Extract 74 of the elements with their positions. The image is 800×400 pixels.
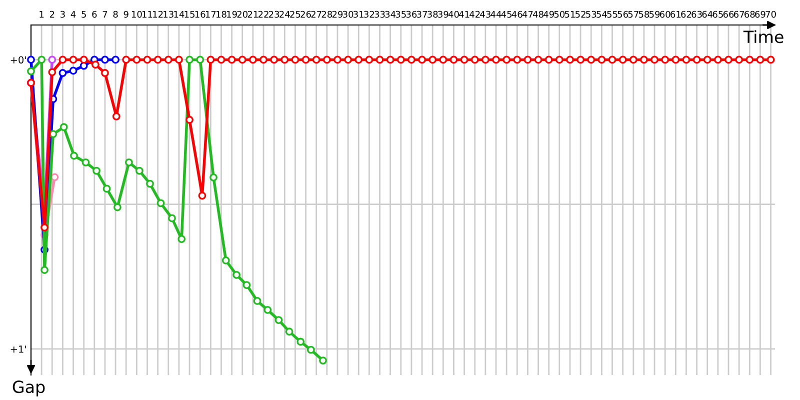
x-tick-label: 62 [681, 10, 692, 18]
x-tick-label: 39 [438, 10, 448, 18]
x-tick-label: 11 [142, 10, 152, 18]
x-tick-label: 37 [416, 10, 427, 18]
x-tick-label: 8 [113, 10, 118, 18]
x-tick-label: 13 [164, 10, 174, 18]
x-tick-label: 22 [258, 10, 268, 18]
x-axis-title: Time [743, 30, 784, 44]
x-tick-label: 65 [712, 10, 723, 18]
x-tick-label: 59 [649, 10, 660, 18]
x-tick-label: 50 [554, 10, 565, 18]
x-tick-label: 56 [618, 10, 628, 18]
x-tick-label: 63 [692, 10, 702, 18]
x-tick-label: 35 [396, 10, 406, 18]
x-tick-label: 66 [723, 10, 734, 18]
x-tick-label: 32 [364, 10, 374, 18]
x-tick-label: 24 [280, 10, 290, 18]
x-tick-label: 6 [92, 10, 97, 18]
x-tick-label: 26 [300, 10, 311, 18]
x-tick-label: 9 [124, 10, 128, 18]
x-tick-label: 42 [470, 10, 480, 18]
x-tick-label: 4 [70, 10, 76, 18]
x-tick-label: 64 [702, 10, 713, 18]
x-tick-label: 15 [184, 10, 194, 18]
x-tick-label: 2 [50, 10, 54, 18]
x-tick-label: 20 [237, 10, 248, 18]
x-tick-label: 34 [385, 10, 396, 18]
x-tick-label: 23 [268, 10, 280, 18]
x-tick-label: 53 [586, 10, 596, 18]
x-tick-label: 21 [248, 10, 258, 18]
x-tick-label: 57 [628, 10, 638, 18]
x-tick-label: 67 [734, 10, 744, 18]
x-tick-label: 43 [480, 10, 490, 18]
x-tick-label: 10 [132, 10, 142, 18]
x-tick-label: 30 [342, 10, 354, 18]
x-tick-label: 46 [512, 10, 522, 18]
x-tick-label: 52 [576, 10, 586, 18]
x-tick-label: 16 [195, 10, 206, 18]
x-tick-label: 3 [60, 10, 65, 18]
x-tick-label: 19 [227, 10, 237, 18]
x-tick-label: 60 [660, 10, 670, 18]
x-tick-label: 36 [406, 10, 417, 18]
x-tick-label: 69 [755, 10, 766, 18]
y-axis-title: Gap [12, 380, 45, 396]
x-tick-label: 27 [311, 10, 322, 18]
x-tick-label: 68 [744, 10, 755, 18]
x-tick-label: 70 [766, 10, 776, 18]
x-tick-label: 55 [607, 10, 618, 18]
x-tick-label: 12 [153, 10, 163, 18]
x-tick-label: 38 [428, 10, 438, 18]
x-tick-label: 5 [82, 10, 86, 18]
y-tick-label: +0' [10, 56, 26, 64]
x-tick-label: 40 [448, 10, 459, 18]
y-tick-label: +1' [10, 346, 26, 353]
x-tick-label: 54 [596, 10, 607, 18]
x-tick-label: 29 [332, 10, 343, 18]
x-tick-label: 44 [490, 10, 502, 18]
x-tick-label: 14 [174, 10, 184, 18]
x-tick-label: 31 [354, 10, 364, 18]
x-tick-label: 45 [501, 10, 512, 18]
x-tick-label: 1 [40, 10, 44, 18]
x-tick-label: 41 [458, 10, 470, 18]
x-tick-label: 58 [638, 10, 650, 18]
x-tick-label: 7 [102, 10, 108, 18]
x-tick-label: 25 [290, 10, 300, 18]
x-tick-label: 33 [374, 10, 385, 18]
x-tick-label: 17 [206, 10, 216, 18]
x-tick-label: 47 [522, 10, 533, 18]
x-tick-label: 49 [544, 10, 554, 18]
x-tick-label: 61 [670, 10, 681, 18]
x-tick-label: 48 [532, 10, 544, 18]
x-tick-label: 51 [564, 10, 575, 18]
x-tick-label: 28 [322, 10, 332, 18]
x-tick-label: 18 [216, 10, 226, 18]
